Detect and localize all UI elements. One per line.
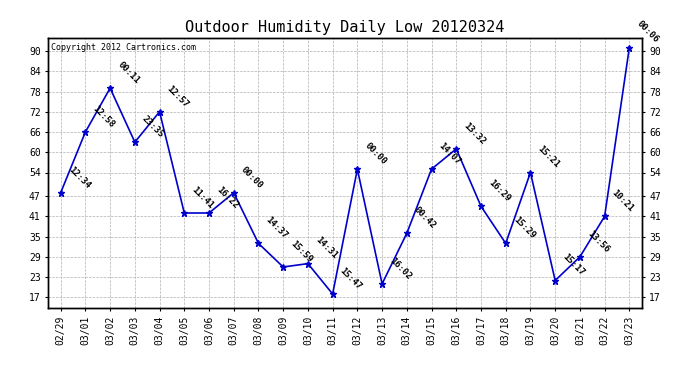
Text: 15:29: 15:29: [511, 215, 537, 241]
Text: 15:21: 15:21: [536, 144, 562, 170]
Text: 13:32: 13:32: [462, 121, 487, 146]
Text: 11:41: 11:41: [190, 185, 215, 210]
Text: 16:29: 16:29: [486, 178, 512, 204]
Text: 12:58: 12:58: [91, 104, 117, 129]
Text: 12:57: 12:57: [165, 84, 190, 109]
Text: 00:00: 00:00: [239, 165, 265, 190]
Text: 14:37: 14:37: [264, 215, 289, 241]
Text: 13:56: 13:56: [585, 229, 611, 254]
Text: 00:42: 00:42: [413, 205, 437, 231]
Text: 12:34: 12:34: [66, 165, 92, 190]
Title: Outdoor Humidity Daily Low 20120324: Outdoor Humidity Daily Low 20120324: [186, 20, 504, 35]
Text: 10:21: 10:21: [610, 188, 635, 214]
Text: 00:00: 00:00: [363, 141, 388, 166]
Text: Copyright 2012 Cartronics.com: Copyright 2012 Cartronics.com: [51, 43, 196, 52]
Text: 14:31: 14:31: [313, 236, 339, 261]
Text: 15:47: 15:47: [338, 266, 364, 291]
Text: 14:07: 14:07: [437, 141, 462, 166]
Text: 16:22: 16:22: [215, 185, 240, 210]
Text: 00:06: 00:06: [635, 20, 660, 45]
Text: 15:59: 15:59: [288, 239, 314, 264]
Text: 00:11: 00:11: [116, 60, 141, 86]
Text: 16:02: 16:02: [388, 256, 413, 281]
Text: 15:17: 15:17: [561, 252, 586, 278]
Text: 23:35: 23:35: [140, 114, 166, 140]
